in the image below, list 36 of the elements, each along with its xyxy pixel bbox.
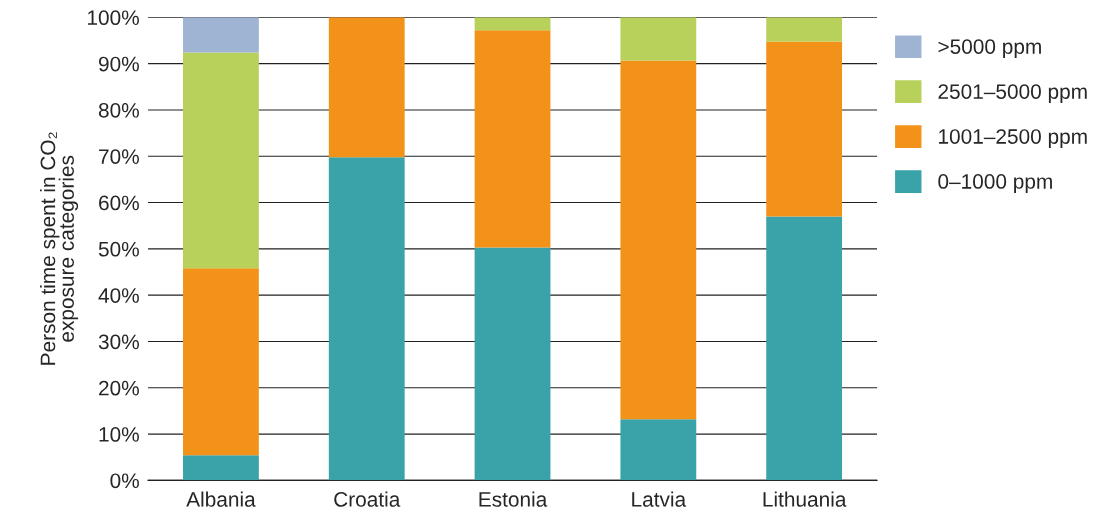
bar: [474, 17, 551, 31]
bar: [474, 30, 551, 248]
x-tick-label: Croatia: [334, 491, 401, 507]
y-tick-label: 10%: [99, 427, 139, 442]
legend-label: 2501–5000 ppm: [938, 84, 1087, 104]
y-tick-label: 90%: [98, 56, 139, 72]
x-tick-label: Lithuania: [763, 491, 847, 507]
bar: [766, 41, 843, 217]
bar: [328, 17, 405, 158]
x-tick-label: Estonia: [479, 491, 548, 507]
bar: [620, 419, 697, 481]
y-axis-title: Person time spent in CO₂ exposure categories: [39, 132, 79, 365]
y-tick-label: 20%: [99, 380, 139, 396]
y-tick-label: 30%: [98, 334, 139, 350]
bar: [183, 455, 259, 481]
y-tick-label: 60%: [99, 195, 139, 211]
y-tick-label: 40%: [98, 288, 139, 303]
y-tick-label: 70%: [99, 149, 139, 164]
legend-label: >5000 ppm: [938, 39, 1041, 59]
y-tick-label: 0%: [110, 473, 139, 489]
x-tick-label: Albania: [186, 491, 256, 507]
y-tick-label: 80%: [98, 102, 139, 118]
legend-label: 1001–2500 ppm: [939, 129, 1087, 148]
bar: [620, 17, 697, 61]
y-tick-label: 100%: [88, 10, 139, 26]
bar: [766, 216, 843, 481]
bar: [766, 17, 843, 42]
bar: [183, 52, 259, 269]
bar: [474, 247, 551, 481]
bar: [620, 60, 697, 420]
y-tick-label: 50%: [98, 241, 139, 257]
bar: [183, 17, 259, 53]
x-tick-label: Latvia: [632, 491, 687, 507]
bar: [328, 157, 405, 481]
legend-label: 0–1000 ppm: [938, 174, 1052, 193]
bar: [183, 268, 259, 456]
